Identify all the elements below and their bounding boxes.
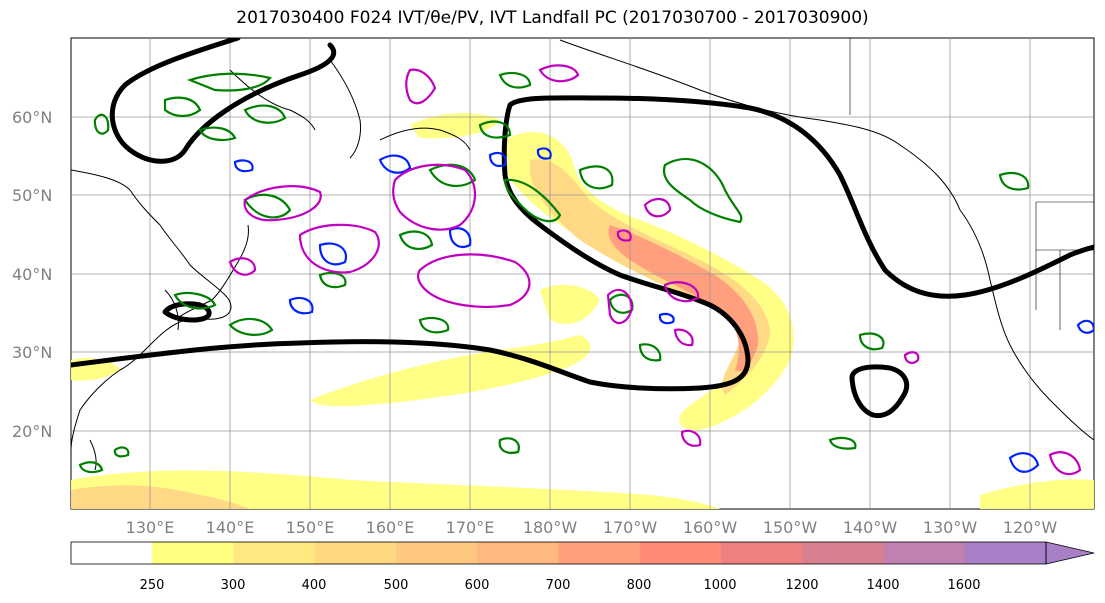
lon-label: 170°E	[446, 518, 495, 537]
landfall-pc-main	[71, 95, 1094, 392]
coast-kamchatka	[329, 59, 361, 159]
colorbar-tick-label: 300	[221, 578, 246, 593]
pv-contours	[78, 71, 1030, 474]
colorbar-segment	[883, 542, 966, 564]
lon-label: 120°W	[1003, 518, 1058, 537]
colorbar-tick-label: 250	[140, 578, 165, 593]
ivt-tropical-band	[310, 335, 591, 407]
colorbar	[70, 541, 1095, 565]
map-title: 2017030400 F024 IVT/θe/PV, IVT Landfall …	[236, 8, 869, 28]
political-borders	[849, 38, 1094, 330]
coast-taiwan	[89, 439, 97, 471]
landfall-pc-japan-loop	[162, 301, 212, 323]
ivt-plume-mid	[530, 159, 770, 395]
theta-e-magenta-contours	[228, 64, 1082, 476]
lat-label: 50°N	[12, 186, 52, 205]
coast-okhotsk	[229, 69, 316, 131]
colorbar-segment	[152, 542, 234, 564]
lon-label: 140°E	[206, 518, 255, 537]
colorbar-tick-label: 700	[546, 578, 571, 593]
colorbar-tick-label: 400	[302, 578, 327, 593]
colorbar-tick-label: 500	[384, 578, 409, 593]
landfall-pc-east-loop	[849, 364, 910, 419]
coast-korea	[164, 289, 179, 331]
ivt-bottom-right	[980, 479, 1094, 509]
lat-label: 30°N	[12, 343, 52, 362]
colorbar-tick-label: 1000	[703, 578, 736, 593]
ivt-north-patch	[410, 113, 500, 139]
colorbar-ticks: 250 300 400 500 600 700 800 1000 1200 14…	[140, 578, 981, 593]
lat-label: 20°N	[12, 422, 52, 441]
colorbar-segment	[639, 542, 722, 564]
coast-na-west	[959, 209, 1094, 441]
landfall-pc-contours	[71, 38, 1094, 419]
lon-labels: 130°E 140°E 150°E 160°E 170°E 180°W 170°…	[126, 518, 1058, 537]
lon-label: 170°W	[603, 518, 658, 537]
lon-label: 160°E	[366, 518, 415, 537]
lon-label: 130°E	[126, 518, 175, 537]
colorbar-segment	[71, 542, 153, 564]
coastlines	[71, 39, 1094, 471]
lon-label: 180°W	[523, 518, 578, 537]
coast-asia	[71, 169, 232, 451]
lon-label: 150°W	[763, 518, 818, 537]
colorbar-segment	[558, 542, 641, 564]
colorbar-tick-label: 1400	[866, 578, 899, 593]
lon-label: 140°W	[843, 518, 898, 537]
colorbar-tick-label: 1200	[785, 578, 818, 593]
landfall-pc-northwest	[109, 38, 337, 164]
colorbar-segment	[721, 542, 803, 564]
lon-label: 130°W	[923, 518, 978, 537]
lon-label: 160°W	[683, 518, 738, 537]
ivt-shading	[71, 113, 1094, 509]
coast-alaska	[559, 39, 961, 211]
colorbar-tick-label: 1600	[947, 578, 980, 593]
coast-ne-asia	[379, 127, 471, 151]
colorbar-segment	[477, 542, 559, 564]
colorbar-tick-label: 600	[465, 578, 490, 593]
ivt-plume-core	[608, 225, 759, 372]
lat-label: 40°N	[12, 265, 52, 284]
colorbar-tick-label: 800	[627, 578, 652, 593]
colorbar-segment	[964, 542, 1047, 564]
lon-label: 150°E	[286, 518, 335, 537]
colorbar-segment	[233, 542, 316, 564]
colorbar-extend-arrow	[1045, 541, 1095, 565]
colorbar-segment	[396, 542, 478, 564]
graticule	[71, 38, 1094, 509]
lat-label: 60°N	[12, 108, 52, 127]
coast-japan	[174, 224, 249, 321]
ivt-tropical-band2	[540, 284, 600, 324]
theta-e-blue-contours	[233, 147, 1094, 473]
colorbar-segment	[314, 542, 397, 564]
lat-labels: 60°N 50°N 40°N 30°N 20°N	[12, 108, 52, 441]
ivt-bottom-band-mid	[71, 485, 250, 509]
colorbar-segment	[802, 542, 884, 564]
ivt-bottom-band	[71, 470, 720, 509]
colorbar-frame	[70, 541, 1047, 565]
map-layers	[71, 38, 1094, 509]
